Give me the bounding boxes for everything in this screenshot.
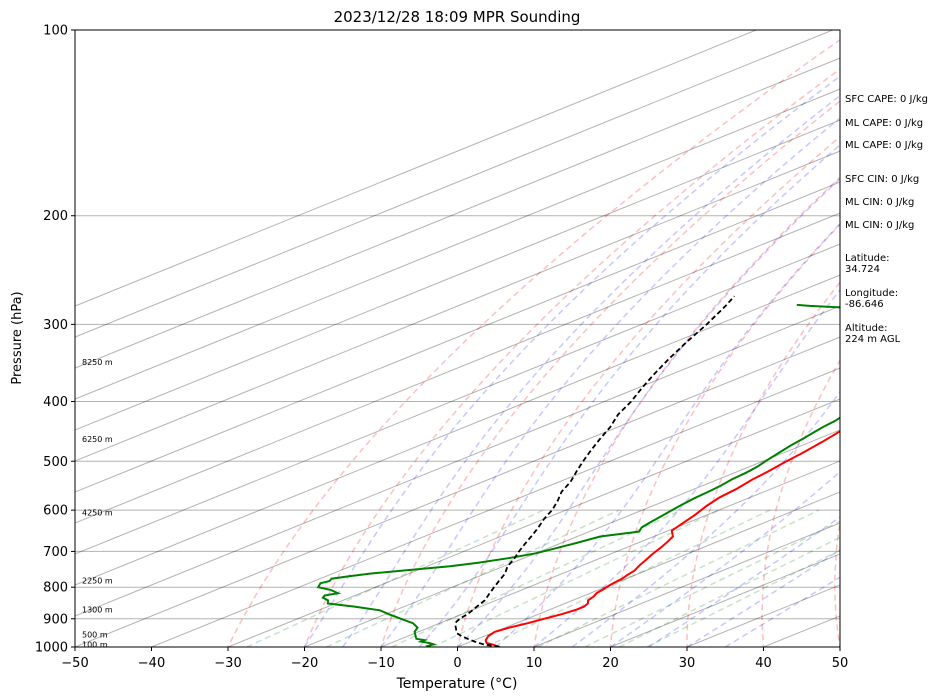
mixing-ratio-line — [584, 520, 840, 647]
ml-cape-label: ML CAPE: 0 J/kg — [845, 118, 924, 129]
height-label: 6250 m — [82, 435, 113, 444]
mixing-ratio-line — [485, 509, 771, 647]
height-label: 500 m — [82, 631, 108, 640]
dry-adiabat — [761, 358, 840, 647]
x-tick-label: −50 — [61, 656, 88, 671]
x-tick-label: −40 — [138, 656, 165, 671]
dewpoint-profile — [316, 303, 840, 647]
height-label: 4250 m — [82, 508, 113, 517]
isotherm — [75, 119, 840, 431]
isotherm — [75, 30, 835, 338]
moist-adiabat — [571, 390, 840, 647]
dry-adiabat — [609, 223, 840, 647]
mixing-ratio-line — [246, 509, 544, 647]
x-tick-label: 10 — [526, 656, 543, 671]
sfc-cin-label: SFC CIN: 0 J/kg — [845, 174, 920, 185]
x-tick-label: 30 — [679, 656, 696, 671]
x-tick-label: −10 — [367, 656, 394, 671]
isotherm — [75, 150, 840, 462]
dry-adiabat — [834, 517, 840, 647]
y-tick-label: 500 — [43, 455, 68, 470]
y-tick-label: 400 — [43, 395, 68, 410]
y-tick-label: 800 — [43, 581, 68, 596]
y-tick-label: 100 — [43, 24, 68, 39]
ml-cape-label-2: ML CAPE: 0 J/kg — [845, 140, 924, 151]
dry-adiabat — [227, 38, 840, 647]
x-tick-label: −20 — [291, 656, 318, 671]
isotherm — [456, 491, 840, 647]
mixing-ratio-line — [432, 509, 720, 647]
y-axis-label: Pressure (hPa) — [10, 291, 25, 384]
x-axis-label: Temperature (°C) — [396, 676, 518, 692]
moist-adiabat — [456, 177, 840, 647]
moist-adiabat — [495, 222, 840, 647]
dry-adiabat — [533, 176, 840, 647]
y-tick-label: 200 — [43, 209, 68, 224]
isotherm — [532, 522, 840, 647]
x-tick-label: −30 — [214, 656, 241, 671]
mixing-ratio-line — [537, 509, 820, 647]
moist-adiabat — [686, 548, 840, 647]
dry-adiabat — [686, 281, 840, 647]
longitude-label: Longitude: -86.646 — [845, 288, 899, 310]
mixing-ratio-line — [391, 509, 682, 647]
dry-adiabat — [380, 100, 840, 647]
height-label: 8250 m — [82, 358, 113, 367]
y-tick-label: 300 — [43, 318, 68, 333]
isotherm — [303, 429, 840, 647]
x-tick-label: 0 — [453, 656, 461, 671]
y-tick-label: 900 — [43, 612, 68, 627]
isotherm — [226, 398, 840, 647]
moist-adiabat — [342, 94, 840, 647]
isotherm — [75, 243, 840, 555]
ml-cin-label: ML CIN: 0 J/kg — [845, 197, 915, 208]
altitude-label: Altitude: 224 m AGL — [845, 323, 901, 345]
moist-adiabat — [380, 117, 840, 647]
chart-title: 2023/12/28 18:09 MPR Sounding — [334, 8, 581, 26]
latitude-label: Latitude: 34.724 — [845, 253, 890, 275]
moist-adiabat — [724, 576, 840, 647]
isotherm — [75, 181, 840, 493]
mixing-ratio-line — [618, 536, 840, 647]
y-tick-label: 600 — [43, 504, 68, 519]
height-label: 100 m — [82, 640, 108, 649]
x-tick-label: 20 — [602, 656, 619, 671]
isotherm — [75, 88, 840, 400]
y-tick-label: 700 — [43, 545, 68, 560]
isotherm — [379, 460, 840, 647]
dry-adiabat — [303, 68, 840, 647]
isotherm — [75, 30, 758, 307]
isotherm — [75, 305, 840, 617]
isotherm — [75, 274, 840, 586]
isotherm — [75, 57, 840, 369]
height-label: 2250 m — [82, 576, 113, 585]
mixing-ratio-line — [646, 549, 840, 647]
x-tick-label: 50 — [832, 656, 849, 671]
x-tick-label: 40 — [755, 656, 772, 671]
moist-adiabat — [610, 470, 840, 647]
temperature-profile — [484, 430, 840, 647]
height-label: 1300 m — [82, 606, 113, 615]
isotherm — [75, 336, 840, 647]
isotherm — [150, 367, 840, 647]
y-tick-label: 1000 — [35, 641, 68, 656]
ml-cin-label-2: ML CIN: 0 J/kg — [845, 220, 915, 231]
sfc-cape-label: SFC CAPE: 0 J/kg — [845, 94, 928, 105]
mixing-ratio-line — [326, 509, 620, 647]
parcel-profile — [454, 295, 735, 647]
isotherm — [75, 212, 840, 524]
